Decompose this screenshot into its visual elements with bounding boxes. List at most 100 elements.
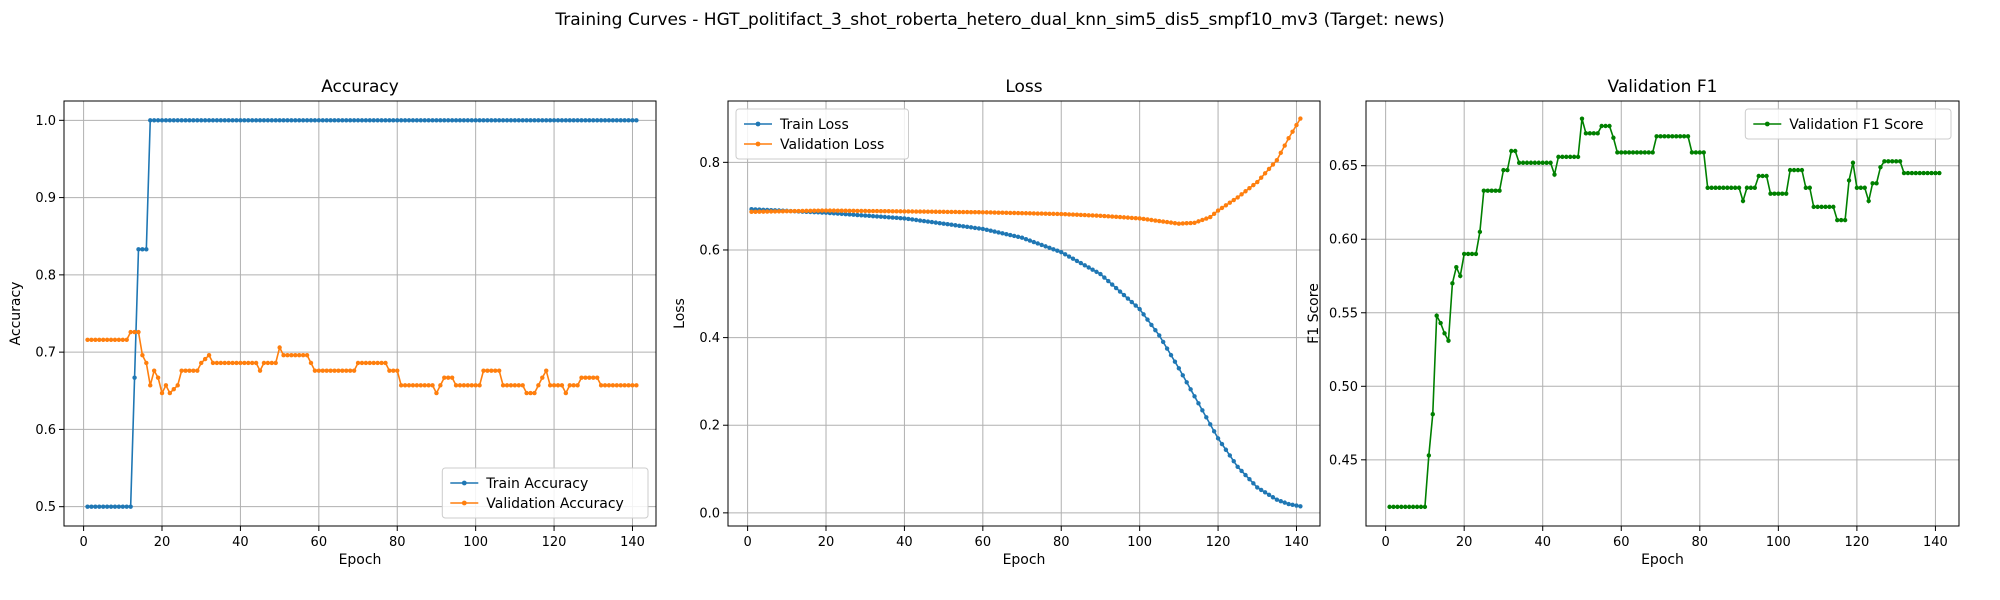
data-point	[1035, 241, 1040, 246]
data-point	[528, 390, 533, 396]
data-point	[1086, 213, 1091, 218]
data-point	[206, 118, 212, 123]
data-point	[285, 118, 290, 123]
data-point	[1886, 159, 1891, 164]
data-point	[851, 208, 856, 214]
data-point	[835, 208, 840, 213]
data-point	[579, 118, 584, 123]
data-point	[375, 118, 380, 123]
data-point	[1070, 256, 1076, 261]
figure-suptitle: Training Curves - HGT_politifact_3_shot_…	[554, 10, 1444, 30]
data-point	[796, 208, 801, 214]
data-point	[1255, 485, 1260, 490]
data-point	[1744, 185, 1750, 190]
data-point	[602, 118, 608, 123]
data-point	[336, 368, 341, 373]
data-point	[594, 118, 600, 123]
data-point	[277, 345, 282, 350]
data-point	[1117, 289, 1123, 294]
data-point	[571, 118, 576, 123]
data-point	[1208, 422, 1213, 427]
data-point	[587, 375, 592, 380]
data-point	[1270, 162, 1276, 167]
data-point	[1180, 221, 1185, 226]
subplot-3: 0 20 40 60 80 100 120 140 0.45 0.50 0.55 0.60 0.65 Va…	[1306, 77, 1960, 568]
data-point	[898, 209, 903, 214]
x-axis-label: Epoch	[339, 552, 382, 568]
data-point	[140, 353, 145, 358]
data-point	[387, 368, 392, 373]
data-point	[953, 223, 958, 228]
data-point	[1200, 408, 1205, 413]
data-point	[332, 118, 337, 123]
data-point	[496, 118, 502, 123]
x-tick-label: 120	[1206, 535, 1231, 550]
data-point	[1294, 122, 1299, 128]
legend-label: Validation F1 Score	[1789, 117, 1923, 133]
data-point	[101, 504, 106, 509]
data-point	[1422, 504, 1428, 510]
data-point	[591, 375, 596, 380]
data-point	[1070, 212, 1076, 217]
data-point	[933, 209, 938, 214]
x-tick-label: 80	[1053, 535, 1070, 550]
data-point	[1583, 131, 1589, 136]
data-point	[1258, 487, 1264, 493]
data-point	[1106, 278, 1111, 284]
data-point	[1266, 492, 1272, 497]
data-point	[819, 208, 825, 213]
data-point	[1717, 185, 1722, 190]
data-point	[992, 229, 997, 234]
data-point	[383, 118, 388, 123]
x-tick-label: 100	[463, 535, 488, 550]
data-point	[508, 383, 514, 388]
data-point	[902, 216, 907, 221]
data-point	[1917, 170, 1922, 176]
data-point	[1729, 185, 1734, 190]
data-point	[269, 360, 274, 366]
data-point	[1055, 211, 1060, 217]
data-point	[1110, 214, 1115, 219]
data-point	[532, 390, 537, 396]
x-tick-label: 40	[896, 535, 913, 550]
data-point	[391, 368, 396, 373]
data-point	[1227, 453, 1233, 458]
data-point	[1465, 251, 1471, 257]
data-point	[222, 118, 227, 123]
y-tick-label: 0.2	[699, 419, 720, 434]
data-point	[1125, 215, 1131, 220]
data-point	[418, 383, 423, 388]
data-point	[976, 226, 982, 231]
y-tick-label: 0.8	[35, 268, 56, 283]
data-point	[434, 118, 439, 123]
data-point	[598, 383, 604, 388]
data-point	[1208, 214, 1213, 220]
data-point	[968, 225, 974, 230]
data-point	[571, 383, 576, 388]
data-point	[878, 214, 884, 219]
data-point	[387, 118, 392, 123]
data-point	[1015, 234, 1021, 240]
data-point	[1403, 504, 1408, 510]
data-point	[1098, 271, 1103, 277]
data-point	[866, 213, 872, 219]
data-point	[1901, 170, 1907, 176]
data-point	[359, 360, 365, 366]
data-point	[996, 210, 1001, 215]
data-point	[104, 504, 110, 509]
data-point	[1231, 197, 1236, 203]
data-point	[949, 209, 954, 215]
data-point	[1141, 216, 1146, 222]
data-point	[465, 118, 471, 123]
data-point	[1540, 160, 1545, 165]
data-point	[391, 118, 396, 123]
data-point	[1595, 131, 1600, 136]
data-point	[815, 208, 821, 213]
y-tick-label: 0.6	[699, 243, 720, 258]
data-point	[1298, 116, 1303, 121]
data-point	[136, 329, 141, 335]
data-point	[191, 118, 196, 123]
x-tick-label: 0	[743, 535, 751, 550]
data-point	[1149, 322, 1154, 328]
